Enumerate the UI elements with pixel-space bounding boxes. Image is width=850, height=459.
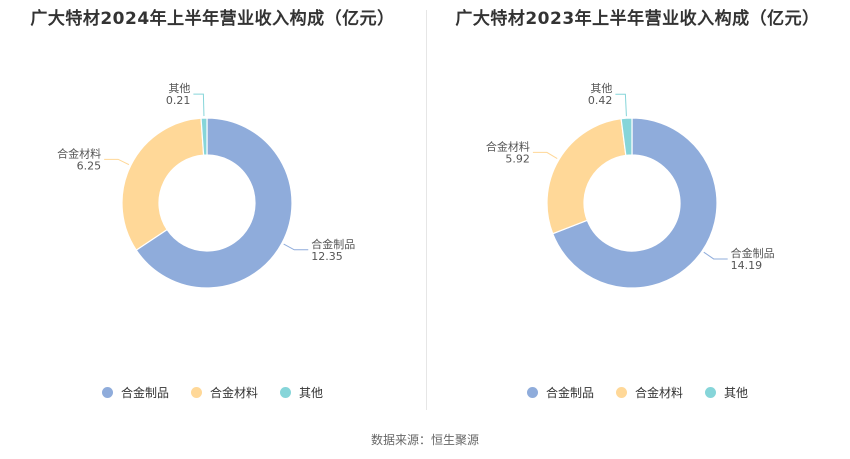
legend-swatch xyxy=(615,387,627,398)
legend-label: 合金制品 xyxy=(545,386,594,400)
legend-swatch xyxy=(705,387,716,398)
legend-item-alloy-products[interactable]: 合金制品 xyxy=(101,384,169,401)
data-label-value: 14.19 xyxy=(731,259,763,272)
data-label-value: 0.42 xyxy=(588,94,613,107)
data-label-value: 0.21 xyxy=(166,94,191,107)
leader-line-alloy-materials xyxy=(104,158,130,166)
data-label-category: 合金材料 xyxy=(57,146,101,160)
data-label-category: 合金材料 xyxy=(486,139,530,153)
legend-swatch xyxy=(101,387,113,398)
data-label-category: 其他 xyxy=(168,82,190,95)
legend-item-other[interactable]: 其他 xyxy=(705,384,748,401)
donut-slice-other[interactable] xyxy=(200,117,208,156)
legend-swatch xyxy=(526,387,538,398)
chart-panel-2024: 广大特材2024年上半年营业收入构成（亿元） 合金制品 12.35 合金材料 6.25… xyxy=(0,0,425,420)
legend-item-alloy-products[interactable]: 合金制品 xyxy=(526,384,594,401)
chart-title: 广大特材2024年上半年营业收入构成（亿元） xyxy=(30,9,395,29)
legend-item-alloy-materials[interactable]: 合金材料 xyxy=(615,384,683,401)
data-label-category: 其他 xyxy=(590,82,612,95)
legend-label: 其他 xyxy=(724,386,749,400)
data-label-value: 6.25 xyxy=(77,159,102,172)
legend-label: 合金材料 xyxy=(634,386,683,400)
donut-slice-alloy-products[interactable] xyxy=(551,117,718,289)
legend-swatch xyxy=(280,387,291,398)
legend-label: 其他 xyxy=(299,386,324,400)
leader-line-alloy-products xyxy=(283,243,309,251)
leader-line-alloy-products xyxy=(703,251,728,260)
legend-label: 合金制品 xyxy=(120,386,169,400)
data-label-category: 合金制品 xyxy=(731,246,775,260)
donut-slice-alloy-materials[interactable] xyxy=(546,118,627,235)
data-label-value: 12.35 xyxy=(311,250,343,263)
legend-label: 合金材料 xyxy=(209,386,258,400)
data-label-value: 5.92 xyxy=(505,152,530,165)
chart-legend: 合金制品 合金材料 其他 xyxy=(0,384,425,401)
chart-panel-2023: 广大特材2023年上半年营业收入构成（亿元） 合金制品 14.19 合金材料 5.92… xyxy=(425,0,850,420)
legend-item-alloy-materials[interactable]: 合金材料 xyxy=(190,384,258,401)
donut-slice-alloy-materials[interactable] xyxy=(121,117,205,251)
chart-title: 广大特材2023年上半年营业收入构成（亿元） xyxy=(455,9,820,29)
panel-divider xyxy=(426,10,427,410)
chart-legend: 合金制品 合金材料 其他 xyxy=(425,384,850,401)
leader-line-other xyxy=(193,93,205,117)
legend-item-other[interactable]: 其他 xyxy=(280,384,323,401)
legend-swatch xyxy=(190,387,202,398)
donut-slice-other[interactable] xyxy=(620,117,633,157)
leader-line-alloy-materials xyxy=(532,151,558,159)
donut-slice-alloy-products[interactable] xyxy=(135,117,293,289)
data-source-note: 数据来源：恒生聚源 xyxy=(370,433,479,447)
leader-line-other xyxy=(615,93,627,117)
data-label-category: 合金制品 xyxy=(311,237,355,251)
